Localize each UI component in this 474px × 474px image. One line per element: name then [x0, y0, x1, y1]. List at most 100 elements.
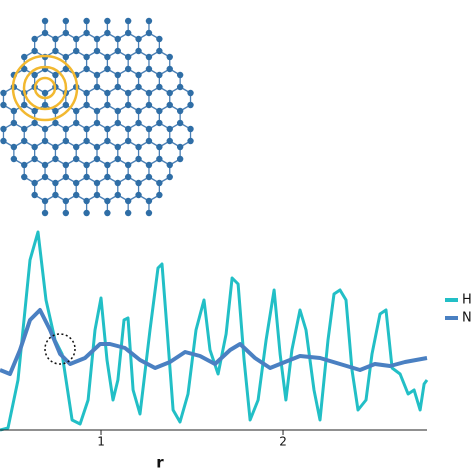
atom: [124, 197, 132, 205]
atom: [41, 29, 49, 37]
atom: [114, 71, 121, 79]
atom: [83, 65, 90, 73]
atom: [135, 191, 142, 199]
atom: [83, 137, 90, 145]
atom: [52, 191, 59, 199]
atom: [124, 89, 132, 97]
atom: [41, 101, 49, 109]
atom: [104, 125, 111, 133]
atom: [114, 83, 121, 91]
atom: [104, 29, 111, 37]
atom: [62, 209, 70, 217]
atom: [135, 179, 142, 187]
highlight-ring: [11, 54, 79, 122]
atom: [124, 53, 132, 61]
atom: [31, 191, 38, 199]
atom: [52, 143, 59, 151]
atom: [145, 65, 153, 73]
atom: [52, 119, 59, 127]
atom: [135, 107, 142, 115]
atom: [104, 161, 111, 169]
atom: [93, 71, 101, 79]
atom: [83, 53, 90, 61]
atom: [104, 173, 111, 181]
atom: [62, 161, 70, 169]
atom: [124, 101, 132, 109]
atom: [145, 17, 153, 25]
atom: [52, 107, 59, 115]
atom: [62, 125, 70, 133]
legend-label: H: [462, 293, 472, 308]
atom: [135, 71, 142, 79]
atom: [73, 191, 80, 199]
atom: [52, 35, 59, 43]
highlight-ring: [22, 65, 68, 111]
atom: [145, 125, 153, 133]
atom: [124, 161, 132, 169]
atom: [156, 179, 163, 187]
atom: [114, 191, 121, 199]
atom: [124, 65, 132, 73]
atom: [104, 65, 111, 73]
atom: [124, 137, 132, 145]
atom: [93, 119, 101, 127]
x-tick-label: 2: [279, 435, 287, 449]
atom: [104, 17, 111, 25]
atom: [21, 65, 28, 73]
atom: [156, 71, 163, 79]
atom: [41, 173, 49, 181]
atom: [114, 35, 121, 43]
atom: [31, 47, 38, 55]
atom: [176, 143, 184, 151]
atom: [166, 101, 173, 109]
atom: [104, 209, 111, 217]
atom: [93, 107, 101, 115]
atom: [31, 179, 38, 187]
atom: [145, 209, 153, 217]
atom: [21, 137, 28, 145]
atom: [52, 71, 59, 79]
atom: [41, 137, 49, 145]
atom: [135, 143, 142, 151]
atom: [114, 47, 121, 55]
atom: [62, 137, 70, 145]
atom: [145, 137, 153, 145]
atom: [135, 35, 142, 43]
atom: [62, 17, 70, 25]
atom: [0, 89, 7, 97]
atom: [166, 125, 173, 133]
atom: [21, 161, 28, 169]
atom: [93, 155, 101, 163]
atom: [83, 161, 90, 169]
atom: [124, 29, 132, 37]
atom: [52, 179, 59, 187]
atom: [93, 47, 101, 55]
atom: [41, 89, 49, 97]
atom: [83, 89, 90, 97]
atom: [0, 125, 7, 133]
x-tick-label: 1: [97, 435, 105, 449]
atom: [124, 125, 132, 133]
atom: [187, 101, 194, 109]
atom: [52, 155, 59, 163]
graphene-lattice: [0, 17, 194, 217]
atom: [21, 173, 28, 181]
atom: [187, 137, 194, 145]
atom: [156, 35, 163, 43]
atom: [73, 35, 80, 43]
atom: [83, 29, 90, 37]
atom: [135, 47, 142, 55]
atom: [176, 107, 184, 115]
atom: [156, 107, 163, 115]
atom: [156, 143, 163, 151]
atom: [166, 137, 173, 145]
atom: [145, 29, 153, 37]
atom: [124, 173, 132, 181]
atom: [135, 83, 142, 91]
atom: [114, 155, 121, 163]
atom: [187, 89, 194, 97]
atom: [83, 209, 90, 217]
atom: [31, 35, 38, 43]
atom: [41, 197, 49, 205]
x-axis-label: r: [156, 454, 164, 472]
